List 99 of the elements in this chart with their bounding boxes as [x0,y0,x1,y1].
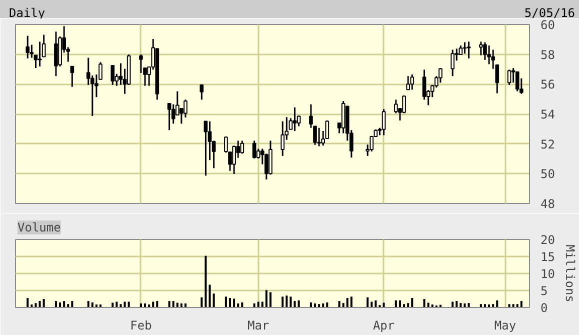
y-tick-label: 5 [540,284,548,298]
y-tick-label: 58 [540,48,555,62]
bar [265,290,268,308]
y-tick-label: 10 [540,267,555,281]
bar [298,300,300,308]
candlestick [184,98,188,118]
bar [172,301,174,308]
bar [26,298,29,308]
y-tick-label: 56 [540,78,555,92]
candlestick [466,40,471,60]
bar [112,302,114,308]
candlestick [382,108,386,136]
bar [456,301,458,308]
bar [152,302,154,308]
x-tick-label: Apr [372,318,395,332]
y-tick-label: 48 [540,197,555,211]
bar [208,284,211,308]
bar [71,301,74,308]
bar [464,303,466,308]
candlestick [292,106,297,132]
candlestick [204,120,208,176]
bar [168,301,170,308]
bar [282,296,284,308]
x-tick-label: Mar [248,318,270,332]
bar [496,300,498,308]
candlestick [317,127,321,147]
y-tick-label: 0 [540,301,548,315]
bar [370,302,373,308]
candlestick [479,40,483,56]
bar [116,302,118,308]
y-tick-label: 15 [540,250,555,264]
bar [42,299,45,308]
bar [156,301,158,308]
bar [374,300,377,308]
candlestick [507,68,512,86]
bar [63,301,66,308]
candlestick [26,35,30,60]
bar [346,298,348,308]
bar [452,302,454,308]
bar [338,301,340,308]
bar [176,302,178,308]
bar [411,298,414,308]
candlestick [515,71,520,92]
bar [294,301,296,308]
bar [54,301,57,308]
x-tick-label: Feb [130,318,152,332]
candlestick [410,74,414,90]
y-axis-title: Millions [562,244,577,302]
candlestick [200,84,204,100]
candlestick [406,75,410,90]
bar [224,296,227,308]
y-tick-label: 52 [540,137,555,152]
bar [286,296,288,308]
bar [350,296,352,308]
bar [520,301,522,308]
y-tick-label: 60 [540,18,555,32]
y-tick-label: 20 [540,233,555,247]
chart-title: Daily [9,5,46,21]
candlestick [438,67,442,84]
candlestick [264,152,268,180]
bar [87,301,90,308]
candlestick [402,94,406,114]
bar [204,256,207,308]
chart-title: Volume [18,220,61,234]
y-tick-label: 50 [540,167,555,182]
bar [269,292,272,308]
candlestick [54,30,58,77]
y-tick-label: 54 [540,108,555,122]
candlestick [240,140,244,154]
bar [212,294,215,308]
candlestick [232,144,236,175]
candlestick [252,140,256,160]
bar [233,298,236,308]
candlestick [487,44,491,65]
bar [394,300,397,308]
bar [128,302,130,308]
bar [124,302,126,308]
candlestick [483,42,487,61]
bar [261,302,264,308]
bar [398,300,401,308]
x-tick-label: May [494,318,516,332]
candlestick [167,102,172,131]
bar [228,298,232,308]
bar [427,302,430,308]
candlestick [139,54,143,74]
candlestick [70,66,74,88]
bar [200,297,203,308]
bar [257,302,260,308]
bar [366,297,369,308]
bar [423,299,426,308]
candlestick [110,64,115,86]
candlestick [394,98,398,114]
bar [38,301,41,308]
candlestick [450,48,455,77]
candlestick [38,40,42,68]
bar [290,296,292,308]
bar [382,302,385,308]
candlestick [280,120,285,157]
text: 5/05/16 [524,5,575,20]
